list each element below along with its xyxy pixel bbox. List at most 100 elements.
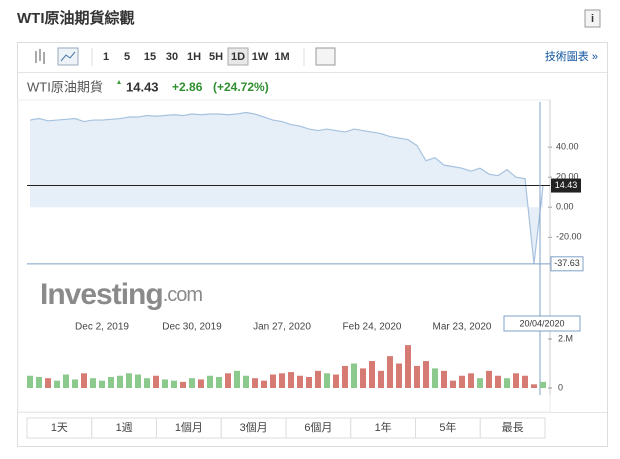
volume-bar <box>540 381 546 388</box>
volume-bar <box>477 378 483 388</box>
x-tick-label: Dec 30, 2019 <box>162 322 222 333</box>
volume-bar <box>531 384 537 388</box>
interval-active <box>227 47 249 66</box>
volume-bar <box>189 378 195 388</box>
up-arrow <box>117 80 121 84</box>
volume-bar <box>459 375 465 388</box>
y-tick-label: -20.00 <box>556 232 582 242</box>
volume-bar <box>108 376 114 388</box>
volume-bar <box>99 380 105 388</box>
volume-bar <box>54 380 60 388</box>
info-icon: i <box>591 13 594 25</box>
volume-bar <box>144 378 150 388</box>
interval-button[interactable]: 1W <box>252 51 269 63</box>
range-label: 5年 <box>439 420 456 434</box>
volume-bar <box>36 376 42 388</box>
range-label: 6個月 <box>304 421 332 434</box>
volume-bar <box>207 375 213 388</box>
volume-bar <box>126 373 132 388</box>
volume-bar <box>495 375 501 388</box>
y-tick-label: 0.00 <box>556 202 574 212</box>
watermark: Investing.com <box>40 278 202 311</box>
volume-bar <box>198 379 204 388</box>
volume-bar <box>513 373 519 388</box>
volume-bar <box>450 380 456 388</box>
volume-bar <box>486 370 492 388</box>
volume-bar <box>468 373 474 388</box>
volume-bar <box>405 345 411 388</box>
interval-button[interactable]: 1 <box>103 51 109 63</box>
interval-button[interactable]: 1M <box>274 51 289 63</box>
quote-name: WTI原油期貨 <box>27 79 103 94</box>
volume-bar <box>315 370 321 388</box>
y-tick-label: 20.00 <box>556 172 579 182</box>
interval-button[interactable]: 1D <box>231 51 245 63</box>
watermark-brand: Investing <box>40 278 163 311</box>
volume-bar <box>414 365 420 388</box>
volume-bar <box>81 373 87 388</box>
quote-change: +2.86 <box>172 80 203 94</box>
range-label: 1年 <box>375 420 392 434</box>
volume-bar <box>261 380 267 388</box>
volume-tick-label: 2.M <box>558 333 573 343</box>
tech-chart-link[interactable]: 技術圖表 » <box>545 49 598 63</box>
range-label: 1週 <box>116 421 133 434</box>
interval-button[interactable]: 30 <box>166 51 178 63</box>
volume-bar <box>171 380 177 388</box>
quote-change-pct: (+24.72%) <box>213 80 269 94</box>
volume-bar <box>153 375 159 388</box>
crosshair-date-box <box>503 315 581 332</box>
volume-bar <box>135 374 141 388</box>
range-button[interactable] <box>479 417 546 439</box>
quote-price: 14.43 <box>126 79 159 94</box>
range-label: 1個月 <box>175 421 203 434</box>
line-icon-glyph <box>60 51 76 62</box>
volume-bar <box>63 374 69 388</box>
volume-bar <box>522 375 528 388</box>
volume-bar <box>225 373 231 388</box>
settings-icon[interactable] <box>315 47 336 66</box>
volume-bar <box>288 372 294 388</box>
volume-bar <box>378 370 384 388</box>
x-tick-label: Mar 23, 2020 <box>433 322 492 333</box>
volume-bar <box>117 375 123 388</box>
volume-bar <box>27 375 33 388</box>
interval-button[interactable]: 5 <box>124 51 130 63</box>
volume-bar <box>504 378 510 388</box>
info-button[interactable] <box>584 9 601 28</box>
x-tick-label: Dec 2, 2019 <box>75 322 129 333</box>
watermark-domain: .com <box>163 284 203 306</box>
volume-bar <box>360 368 366 388</box>
crosshair-price-box <box>550 256 584 272</box>
range-label: 1天 <box>51 422 68 434</box>
x-tick-label: Feb 24, 2020 <box>343 322 402 333</box>
volume-bar <box>243 375 249 388</box>
crosshair-price-label: -37.63 <box>554 258 580 268</box>
interval-button[interactable]: 1H <box>187 51 201 63</box>
volume-bar <box>306 376 312 388</box>
volume-bar <box>252 378 258 388</box>
range-label: 3個月 <box>240 421 268 434</box>
volume-bar <box>396 363 402 388</box>
volume-bar <box>180 381 186 388</box>
volume-bar <box>234 370 240 388</box>
volume-bar <box>45 378 51 388</box>
interval-button[interactable]: 5H <box>209 51 223 63</box>
last-price-label: 14.43 <box>555 180 578 190</box>
crosshair-date: 20/04/2020 <box>519 318 564 328</box>
price-area <box>30 112 543 264</box>
volume-bar <box>270 374 276 388</box>
volume-bar <box>441 370 447 388</box>
candle-icon[interactable] <box>35 49 45 64</box>
interval-button[interactable]: 15 <box>144 51 156 63</box>
volume-bar <box>279 373 285 388</box>
volume-bar <box>297 375 303 388</box>
volume-bar <box>369 361 375 388</box>
volume-bar <box>432 368 438 388</box>
range-label: 最長 <box>502 421 524 434</box>
y-tick-label: 40.00 <box>556 141 579 151</box>
volume-bar <box>216 376 222 388</box>
last-price-box <box>551 178 581 193</box>
title: WTI原油期貨綜觀 <box>17 9 135 27</box>
